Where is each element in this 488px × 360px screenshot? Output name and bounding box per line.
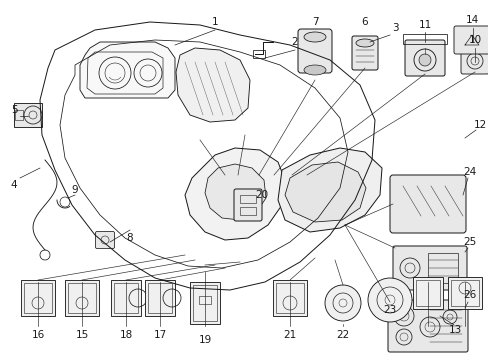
- Text: 15: 15: [75, 330, 88, 340]
- Polygon shape: [278, 148, 381, 232]
- Bar: [199, 296, 210, 304]
- FancyBboxPatch shape: [460, 48, 488, 74]
- Text: 11: 11: [418, 20, 431, 30]
- FancyBboxPatch shape: [453, 26, 488, 54]
- Bar: [21, 280, 55, 316]
- Bar: [193, 285, 217, 321]
- Bar: [15, 110, 23, 120]
- Text: 6: 6: [361, 17, 367, 27]
- Bar: [14, 103, 42, 127]
- Bar: [24, 283, 52, 313]
- Polygon shape: [80, 42, 175, 98]
- Text: 23: 23: [383, 305, 396, 315]
- Bar: [450, 280, 478, 306]
- Bar: [427, 253, 457, 283]
- Text: 12: 12: [472, 120, 486, 130]
- Bar: [252, 50, 264, 58]
- FancyBboxPatch shape: [297, 29, 331, 73]
- FancyBboxPatch shape: [404, 40, 444, 76]
- Bar: [145, 280, 175, 316]
- FancyBboxPatch shape: [387, 300, 467, 352]
- Polygon shape: [204, 164, 265, 220]
- Bar: [412, 277, 442, 309]
- Text: 17: 17: [153, 330, 166, 340]
- Ellipse shape: [304, 32, 325, 42]
- Text: 20: 20: [255, 190, 268, 200]
- Circle shape: [418, 54, 430, 66]
- Text: 16: 16: [31, 330, 44, 340]
- Bar: [240, 195, 256, 203]
- Bar: [447, 277, 481, 309]
- FancyBboxPatch shape: [234, 189, 262, 221]
- Bar: [111, 280, 141, 316]
- Bar: [402, 34, 446, 44]
- FancyBboxPatch shape: [95, 231, 114, 248]
- Bar: [275, 283, 304, 313]
- Text: 9: 9: [72, 185, 78, 195]
- Text: 2: 2: [291, 37, 298, 47]
- Polygon shape: [184, 148, 285, 240]
- Circle shape: [367, 278, 411, 322]
- Text: 3: 3: [391, 23, 398, 33]
- Text: 7: 7: [311, 17, 318, 27]
- Text: 14: 14: [465, 15, 478, 25]
- Polygon shape: [285, 162, 365, 222]
- Text: 1: 1: [211, 17, 218, 27]
- Text: 8: 8: [126, 233, 133, 243]
- FancyBboxPatch shape: [351, 36, 377, 70]
- Bar: [65, 280, 99, 316]
- Text: 13: 13: [447, 325, 461, 335]
- Text: 4: 4: [11, 180, 17, 190]
- Text: 5: 5: [11, 105, 17, 115]
- Polygon shape: [176, 48, 249, 122]
- Circle shape: [325, 285, 360, 321]
- Text: 25: 25: [463, 237, 476, 247]
- Bar: [148, 283, 172, 313]
- Text: 19: 19: [198, 335, 211, 345]
- Bar: [272, 280, 306, 316]
- Bar: [415, 280, 439, 306]
- Text: 26: 26: [463, 290, 476, 300]
- FancyBboxPatch shape: [392, 246, 466, 290]
- Bar: [68, 283, 96, 313]
- Text: 24: 24: [463, 167, 476, 177]
- FancyBboxPatch shape: [389, 175, 465, 233]
- Text: 21: 21: [283, 330, 296, 340]
- Text: 22: 22: [336, 330, 349, 340]
- Bar: [240, 207, 256, 215]
- Ellipse shape: [355, 39, 373, 47]
- Text: 10: 10: [468, 35, 481, 45]
- Bar: [190, 282, 220, 324]
- Ellipse shape: [304, 65, 325, 75]
- Text: 18: 18: [119, 330, 132, 340]
- Bar: [114, 283, 138, 313]
